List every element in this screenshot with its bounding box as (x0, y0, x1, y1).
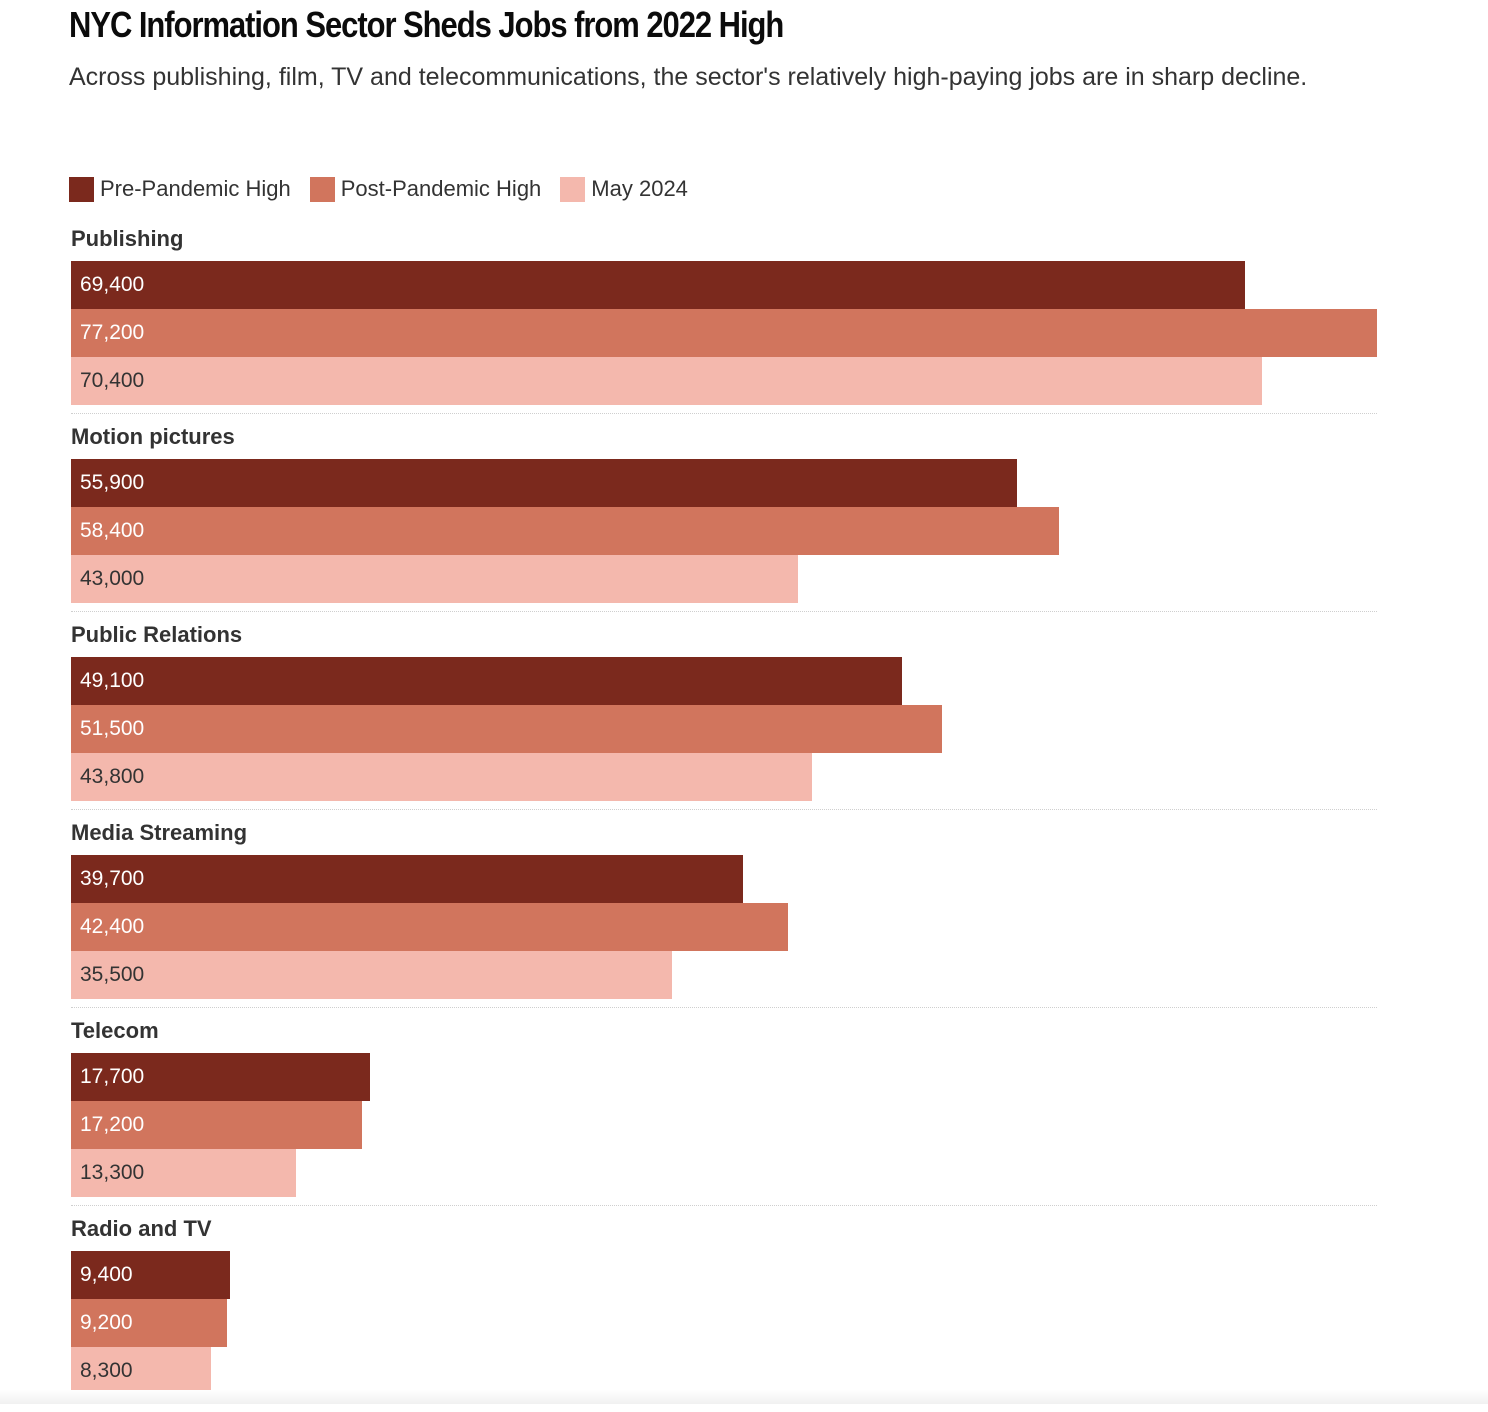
bar-may-2024: 43,000 (71, 555, 799, 603)
chart-subtitle: Across publishing, film, TV and telecomm… (69, 63, 1308, 91)
bar-post-pandemic-high: 58,400 (71, 507, 1059, 555)
category-label: Motion pictures (71, 424, 235, 449)
bar-value-label: 9,400 (80, 1263, 133, 1286)
bottom-fade (0, 1390, 1488, 1404)
bar-value-label: 58,400 (80, 519, 145, 542)
bar-value-label: 39,700 (80, 867, 145, 890)
bar-post-pandemic-high: 51,500 (71, 705, 943, 753)
group-divider (71, 1007, 1377, 1008)
category-label: Media Streaming (71, 820, 248, 845)
bar-value-label: 43,000 (80, 567, 145, 590)
group-divider (71, 809, 1377, 810)
bar-value-label: 49,100 (80, 669, 145, 692)
bar-value-label: 70,400 (80, 369, 145, 392)
bar-value-label: 17,700 (80, 1065, 145, 1088)
category-label: Public Relations (71, 622, 243, 647)
bar-may-2024: 13,300 (71, 1149, 296, 1197)
chart-title: NYC Information Sector Sheds Jobs from 2… (69, 4, 784, 45)
category-group-motion-pictures: Motion pictures 55,900 58,400 43,000 (71, 422, 1377, 620)
bar-post-pandemic-high: 17,200 (71, 1101, 362, 1149)
category-group-media-streaming: Media Streaming 39,700 42,400 35,500 (71, 818, 1377, 1016)
group-divider (71, 413, 1377, 414)
legend-swatch (309, 176, 335, 202)
bar-pre-pandemic-high: 49,100 (71, 657, 902, 705)
bar-pre-pandemic-high: 69,400 (71, 261, 1246, 309)
bar-value-label: 42,400 (80, 915, 145, 938)
bar-post-pandemic-high: 42,400 (71, 903, 789, 951)
bar-may-2024: 43,800 (71, 753, 812, 801)
category-group-telecom: Telecom 17,700 17,200 13,300 (71, 1016, 1377, 1214)
category-label: Radio and TV (71, 1216, 212, 1241)
legend-swatch (560, 176, 586, 202)
bar-may-2024: 70,400 (71, 357, 1262, 405)
legend-item-may-2024: May 2024 (560, 176, 688, 202)
legend-label: Pre-Pandemic High (100, 176, 291, 201)
legend-item-post-pandemic: Post-Pandemic High (309, 176, 542, 202)
bar-value-label: 77,200 (80, 321, 145, 344)
bar-may-2024: 35,500 (71, 951, 672, 999)
bar-post-pandemic-high: 77,200 (71, 309, 1377, 357)
bar-value-label: 69,400 (80, 273, 145, 296)
category-group-public-relations: Public Relations 49,100 51,500 43,800 (71, 620, 1377, 818)
legend-item-pre-pandemic: Pre-Pandemic High (69, 176, 291, 202)
bar-post-pandemic-high: 9,200 (71, 1299, 227, 1347)
bar-value-label: 43,800 (80, 765, 145, 788)
legend-label: Post-Pandemic High (340, 176, 542, 201)
bar-pre-pandemic-high: 9,400 (71, 1251, 231, 1299)
bar-pre-pandemic-high: 55,900 (71, 459, 1017, 507)
group-divider (71, 611, 1377, 612)
bar-pre-pandemic-high: 17,700 (71, 1053, 371, 1101)
category-label: Publishing (71, 226, 184, 251)
legend-swatch (69, 176, 94, 202)
bar-may-2024: 8,300 (71, 1347, 212, 1395)
bar-value-label: 13,300 (80, 1161, 145, 1184)
group-divider (71, 1205, 1377, 1206)
legend: Pre-Pandemic High Post-Pandemic High May… (69, 174, 707, 204)
legend-label: May 2024 (591, 176, 688, 201)
bar-value-label: 8,300 (80, 1359, 133, 1382)
bar-value-label: 9,200 (80, 1311, 133, 1334)
category-group-publishing: Publishing 69,400 77,200 70,400 (71, 224, 1377, 422)
bar-pre-pandemic-high: 39,700 (71, 855, 743, 903)
bar-value-label: 35,500 (80, 963, 145, 986)
bar-value-label: 17,200 (80, 1113, 145, 1136)
bar-value-label: 51,500 (80, 717, 145, 740)
bar-value-label: 55,900 (80, 471, 145, 494)
category-group-radio-and-tv: Radio and TV 9,400 9,200 8,300 (71, 1214, 1377, 1412)
category-label: Telecom (71, 1018, 159, 1043)
